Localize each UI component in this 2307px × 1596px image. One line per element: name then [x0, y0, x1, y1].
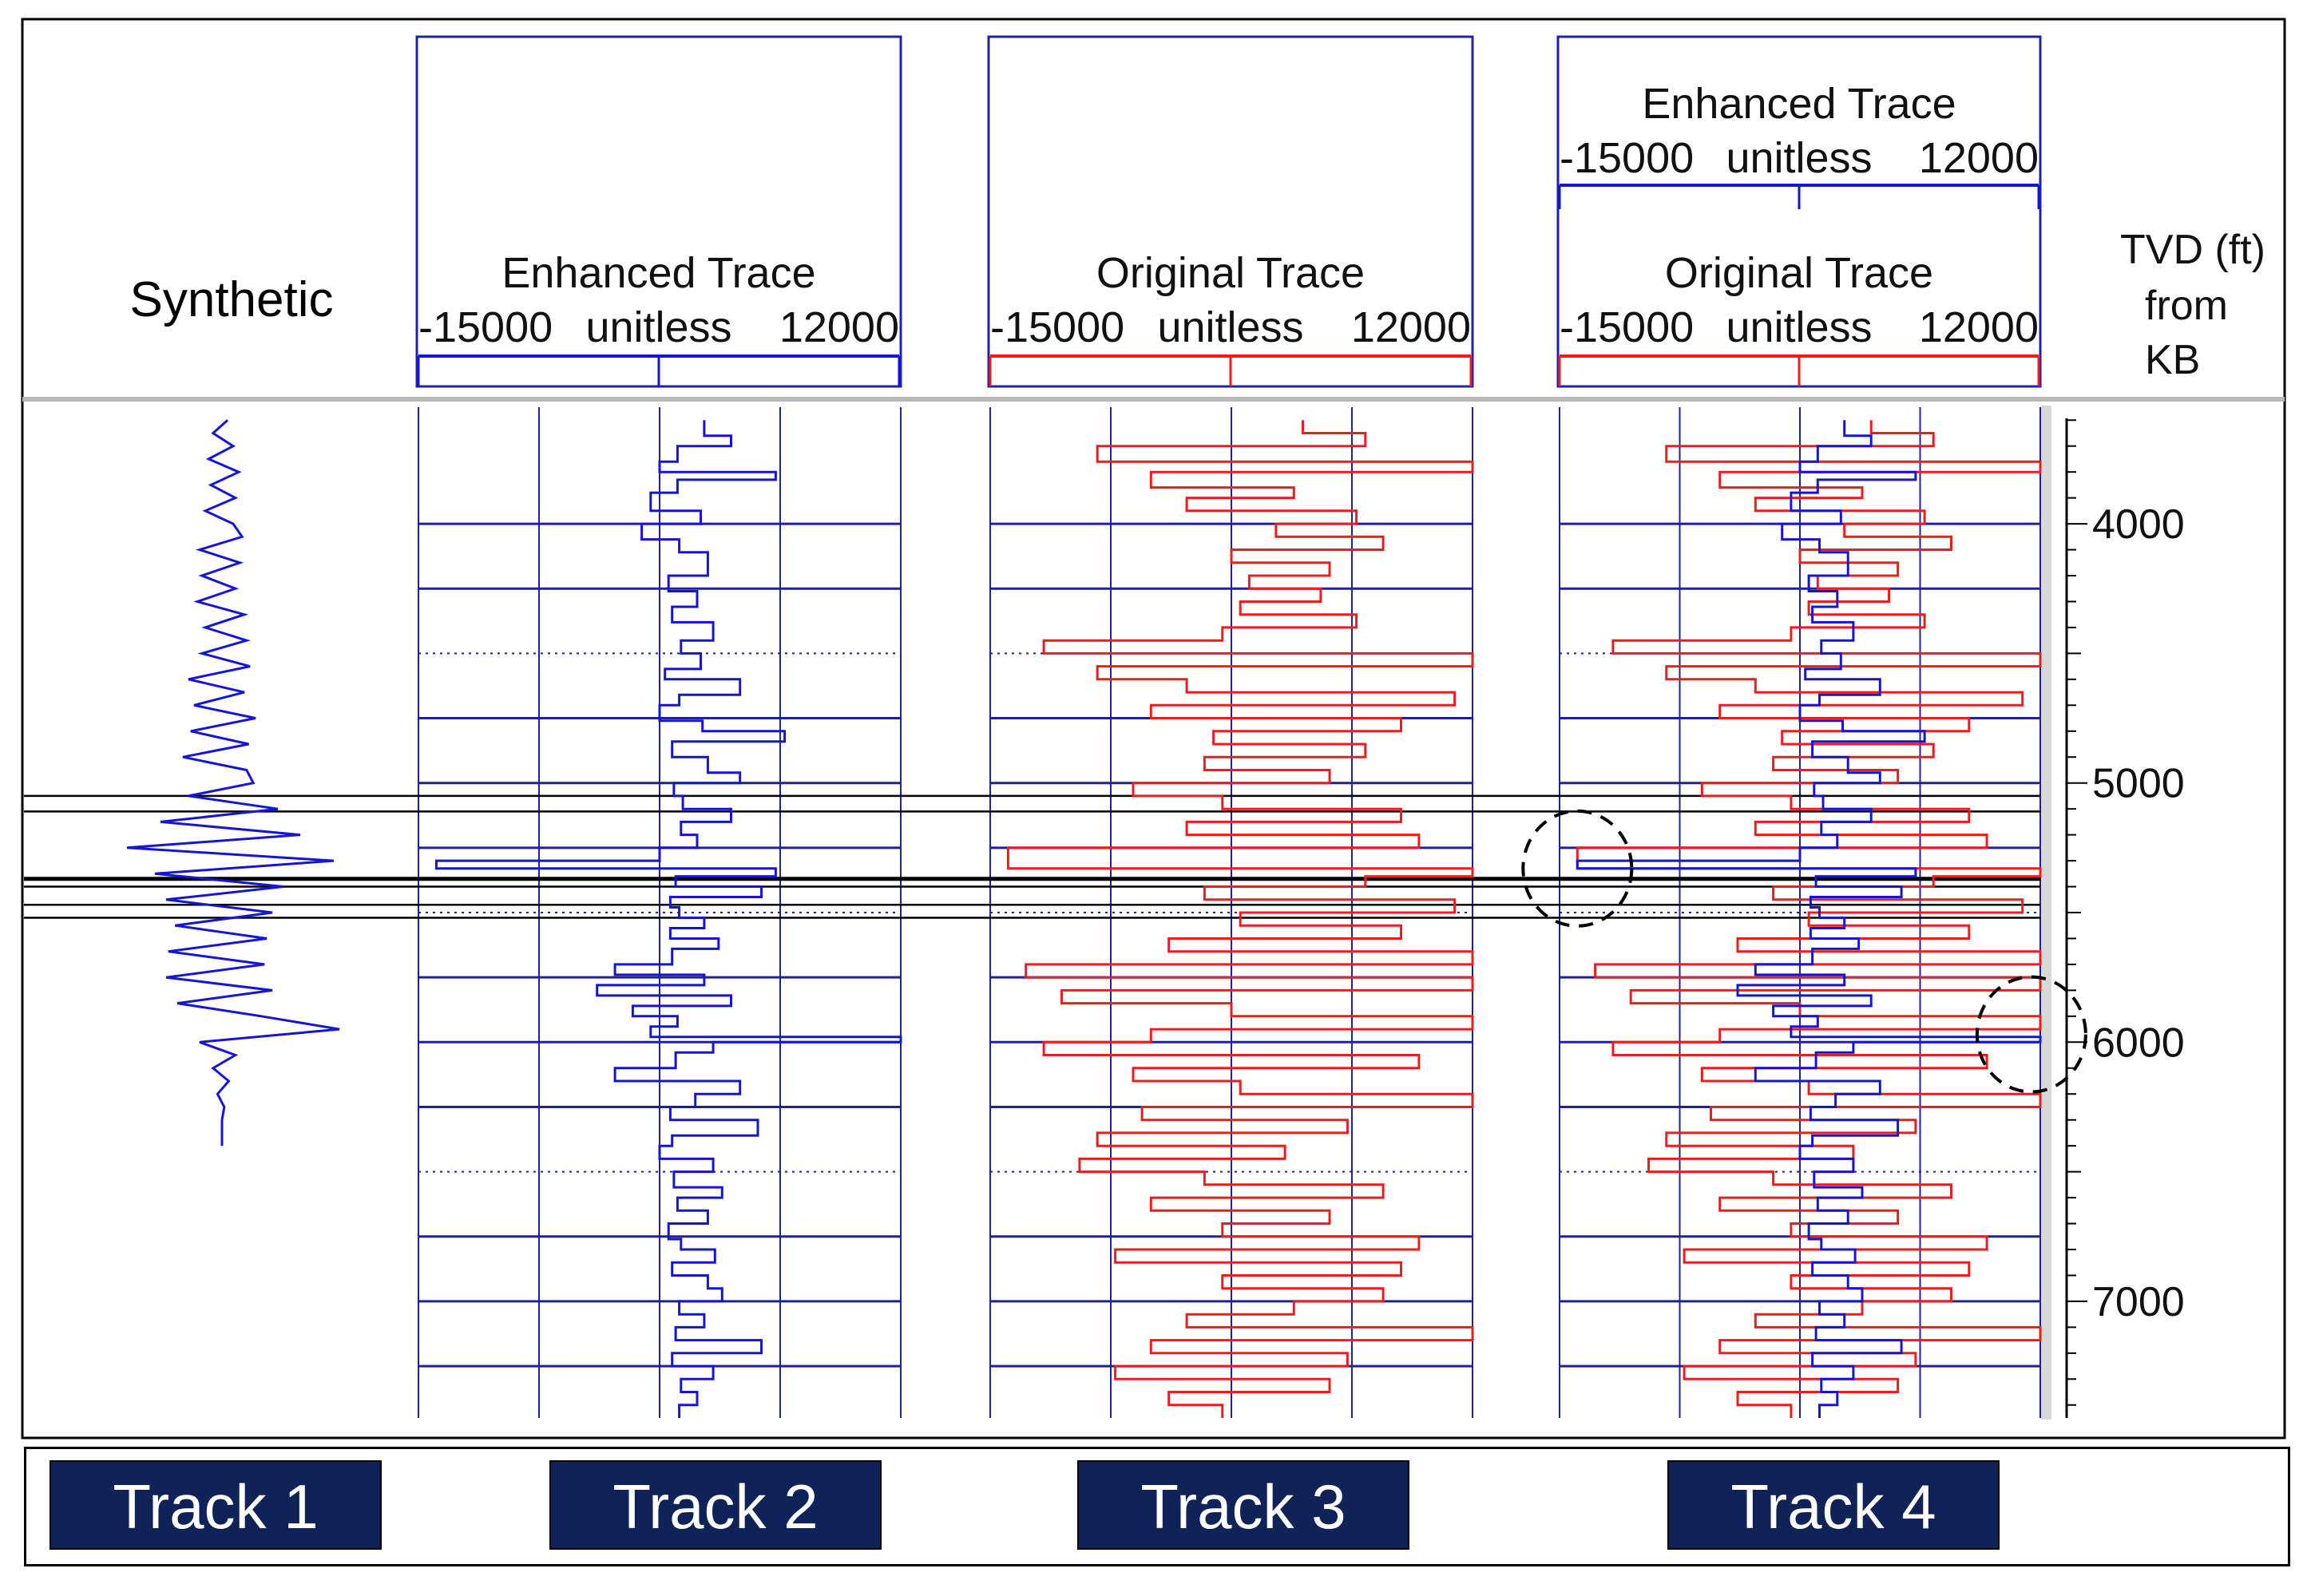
- track2-header: Enhanced Trace -15000 unitless 12000: [415, 35, 902, 388]
- track-label-strip: [24, 1447, 2290, 1566]
- track3-scale-min: -15000: [990, 303, 1124, 351]
- track3-title: Original Trace: [1096, 249, 1365, 297]
- depth-axis-title-line3: KB: [2145, 337, 2200, 383]
- depth-tick-label: 5000: [2092, 761, 2185, 807]
- depth-tick-label: 4000: [2092, 501, 2185, 548]
- track4-bottom-title: Original Trace: [1665, 249, 1933, 297]
- dashed-circle-annotation: [1521, 809, 1634, 928]
- track-3-label: Track 3: [1077, 1460, 1409, 1550]
- depth-axis-title-line1: TVD (ft): [2120, 227, 2265, 273]
- log-curves: [126, 419, 2042, 1418]
- annotations: [1521, 809, 2087, 1094]
- track3-scale-max: 12000: [1351, 303, 1471, 351]
- track4-bottom-scale-unit: unitless: [1726, 303, 1872, 351]
- depth-axis-title-line2: from: [2145, 283, 2228, 329]
- depth-axis-shade: [2040, 406, 2051, 1420]
- dashed-circle-annotation: [1975, 975, 2087, 1094]
- original-trace-track-3: [1006, 420, 1474, 1418]
- track2-scale-min: -15000: [418, 303, 553, 351]
- original-trace-track-4: [1576, 420, 2042, 1418]
- chart-frame: [21, 18, 2286, 1440]
- track2-scale-max: 12000: [779, 303, 899, 351]
- enhanced-trace-track-4: [1576, 420, 2042, 1418]
- track-4-label: Track 4: [1667, 1460, 2000, 1550]
- track4-top-scale-min: -15000: [1560, 134, 1694, 182]
- track4-bottom-scale-min: -15000: [1560, 303, 1694, 351]
- depth-tick-label: 6000: [2092, 1020, 2185, 1066]
- track-2-label: Track 2: [549, 1460, 882, 1550]
- track3-header: Original Trace -15000 unitless 12000: [987, 35, 1474, 388]
- synthetic-title: Synthetic: [129, 272, 333, 327]
- track4-top-title: Enhanced Trace: [1642, 80, 1956, 128]
- track4-top-scale-max: 12000: [1919, 134, 2039, 182]
- enhanced-trace-track-2: [434, 420, 902, 1418]
- track3-scale-unit: unitless: [1157, 303, 1303, 351]
- track4-top-scale-unit: unitless: [1726, 134, 1872, 182]
- depth-markers: [24, 794, 2040, 919]
- track4-bottom-scale-max: 12000: [1919, 303, 2039, 351]
- track4-header: Enhanced Trace -15000 unitless 12000 Ori…: [1556, 35, 2042, 388]
- depth-tick-label: 7000: [2092, 1279, 2185, 1325]
- track-1-label: Track 1: [50, 1460, 382, 1550]
- track2-title: Enhanced Trace: [501, 249, 815, 297]
- depth-axis: 4000 5000 6000 7000: [2065, 418, 2185, 1418]
- synthetic-trace: [126, 419, 340, 1147]
- track2-scale-unit: unitless: [585, 303, 731, 351]
